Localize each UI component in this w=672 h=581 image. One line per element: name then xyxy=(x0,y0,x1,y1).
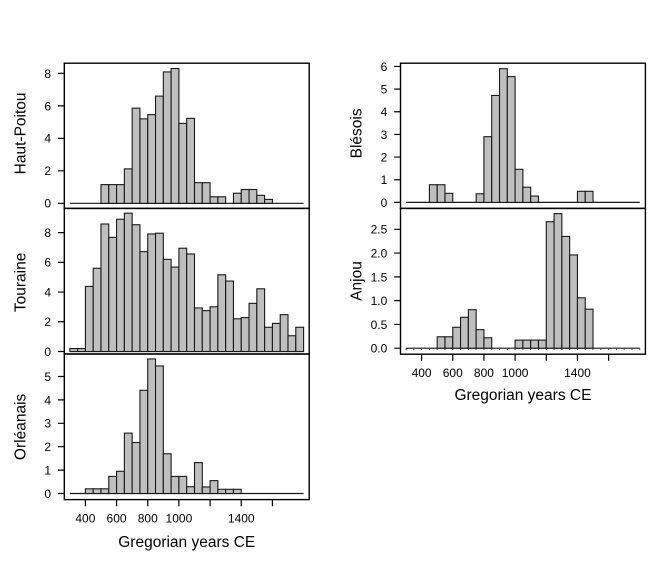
svg-text:8: 8 xyxy=(44,226,51,240)
svg-text:Anjou: Anjou xyxy=(348,261,365,301)
svg-text:400: 400 xyxy=(75,511,95,525)
svg-text:4: 4 xyxy=(381,105,388,119)
svg-text:3: 3 xyxy=(44,417,51,431)
svg-text:6: 6 xyxy=(44,99,51,113)
svg-text:2: 2 xyxy=(44,440,51,454)
svg-text:2: 2 xyxy=(381,150,388,164)
svg-text:2: 2 xyxy=(44,315,51,329)
svg-text:1400: 1400 xyxy=(564,366,591,380)
svg-text:Haut-Poitou: Haut-Poitou xyxy=(12,92,29,174)
svg-text:Gregorian years CE: Gregorian years CE xyxy=(454,387,591,404)
svg-text:Blésois: Blésois xyxy=(348,108,365,158)
svg-text:0: 0 xyxy=(44,487,51,501)
svg-text:2.5: 2.5 xyxy=(371,223,388,237)
svg-text:800: 800 xyxy=(138,511,158,525)
svg-text:Touraine: Touraine xyxy=(12,253,29,312)
svg-text:5: 5 xyxy=(381,83,388,97)
svg-text:1000: 1000 xyxy=(502,366,529,380)
svg-text:0.5: 0.5 xyxy=(371,318,388,332)
svg-text:0: 0 xyxy=(381,196,388,210)
svg-text:4: 4 xyxy=(44,393,51,407)
svg-text:5: 5 xyxy=(44,370,51,384)
svg-text:2.0: 2.0 xyxy=(371,246,388,260)
svg-text:4: 4 xyxy=(44,132,51,146)
svg-text:1000: 1000 xyxy=(166,511,193,525)
svg-text:6: 6 xyxy=(381,60,388,74)
svg-text:Orléanais: Orléanais xyxy=(12,393,29,460)
svg-text:1: 1 xyxy=(381,173,388,187)
svg-text:800: 800 xyxy=(474,366,494,380)
svg-text:0: 0 xyxy=(44,197,51,211)
svg-text:6: 6 xyxy=(44,256,51,270)
svg-text:600: 600 xyxy=(443,366,463,380)
svg-text:0.0: 0.0 xyxy=(371,342,388,356)
svg-text:600: 600 xyxy=(107,511,127,525)
svg-text:1400: 1400 xyxy=(228,511,255,525)
svg-text:Gregorian years CE: Gregorian years CE xyxy=(118,534,255,551)
svg-text:1.0: 1.0 xyxy=(371,294,388,308)
svg-text:8: 8 xyxy=(44,67,51,81)
svg-text:3: 3 xyxy=(381,128,388,142)
svg-text:0: 0 xyxy=(44,345,51,359)
svg-text:4: 4 xyxy=(44,285,51,299)
svg-text:400: 400 xyxy=(412,366,432,380)
svg-text:1.5: 1.5 xyxy=(371,270,388,284)
svg-text:1: 1 xyxy=(44,464,51,478)
svg-text:2: 2 xyxy=(44,164,51,178)
